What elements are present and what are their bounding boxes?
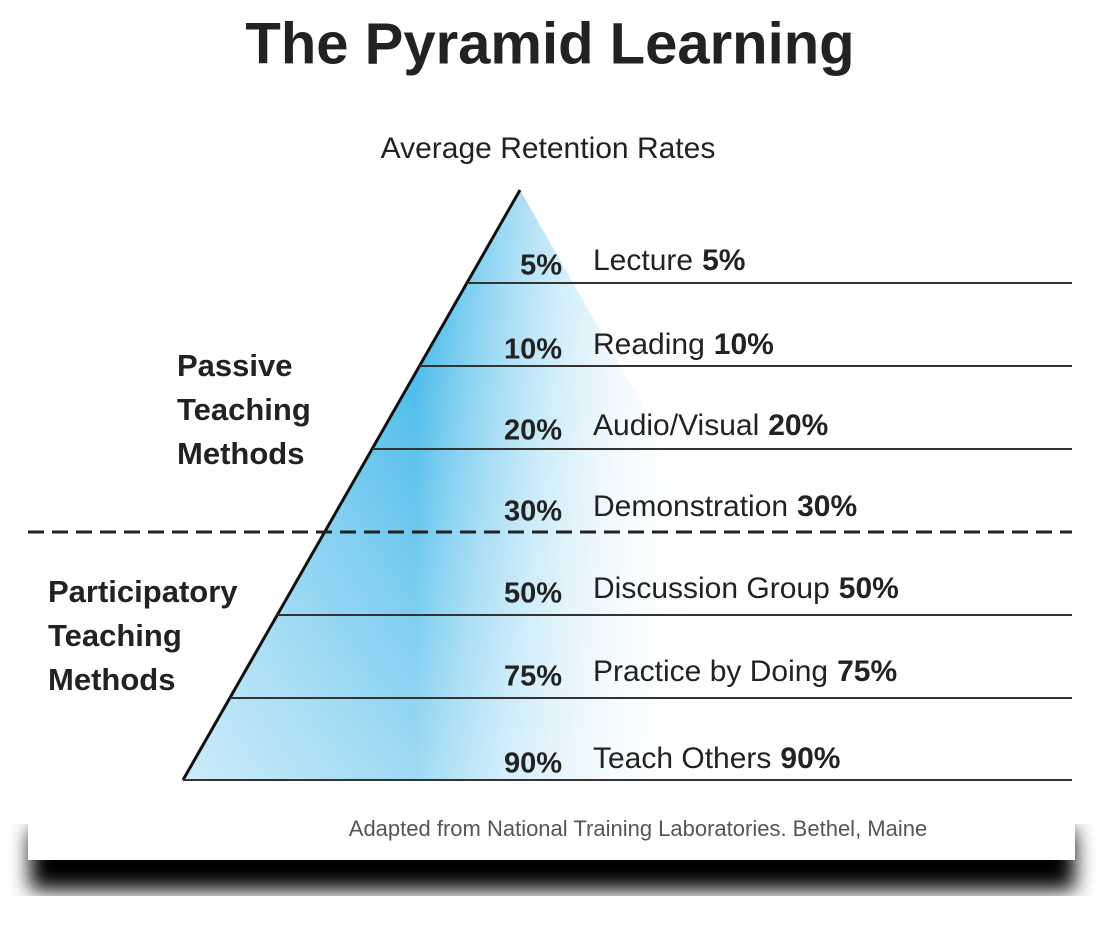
method-percent: 10% xyxy=(714,328,774,361)
level-label: Practice by Doing 75% xyxy=(593,655,897,688)
pyramid-percent: 75% xyxy=(504,661,562,693)
group-label: Participatory xyxy=(48,574,238,609)
levels: 5% Lecture 5% 10% Reading 10% 20% Audio/Visual 2… xyxy=(28,244,1072,781)
title: The Pyramid Learning xyxy=(245,11,854,76)
level-label: Reading 10% xyxy=(593,328,774,361)
pyramid-percent: 50% xyxy=(504,578,562,610)
groups: Passive Teaching Methods Participatory Teach… xyxy=(48,348,311,697)
pyramid-edge xyxy=(181,189,522,781)
level-label: Teach Others 90% xyxy=(593,742,840,775)
group-label: Teaching xyxy=(48,618,182,653)
pyramid-percent: 5% xyxy=(520,250,562,282)
method-name: Audio/Visual xyxy=(593,409,759,442)
method-percent: 75% xyxy=(837,655,897,688)
pyramid-fade xyxy=(183,190,700,780)
source: Adapted from National Training Laborator… xyxy=(349,816,927,841)
level-label: Discussion Group 50% xyxy=(593,572,899,605)
method-percent: 90% xyxy=(780,742,840,775)
subtitle: Average Retention Rates xyxy=(381,132,716,165)
method-percent: 20% xyxy=(768,409,828,442)
group-label: Teaching xyxy=(177,392,311,427)
level-label: Demonstration 30% xyxy=(593,490,857,523)
method-name: Discussion Group xyxy=(593,572,830,605)
pyramid-percent: 30% xyxy=(504,496,562,528)
level-label: Lecture 5% xyxy=(593,244,745,277)
method-percent: 50% xyxy=(839,572,899,605)
method-name: Reading xyxy=(593,328,705,361)
pyramid-percent: 90% xyxy=(504,748,562,780)
method-name: Teach Others xyxy=(593,742,771,775)
group-label: Passive xyxy=(177,348,293,383)
group-label: Methods xyxy=(177,436,304,471)
pyramid-percent: 20% xyxy=(504,415,562,447)
method-percent: 30% xyxy=(797,490,857,523)
level-label: Audio/Visual 20% xyxy=(593,409,828,442)
group-label: Methods xyxy=(48,662,175,697)
method-name: Lecture xyxy=(593,244,693,277)
method-name: Demonstration xyxy=(593,490,788,523)
method-percent: 5% xyxy=(702,244,745,277)
pyramid-percent: 10% xyxy=(504,334,562,366)
method-name: Practice by Doing xyxy=(593,655,828,688)
